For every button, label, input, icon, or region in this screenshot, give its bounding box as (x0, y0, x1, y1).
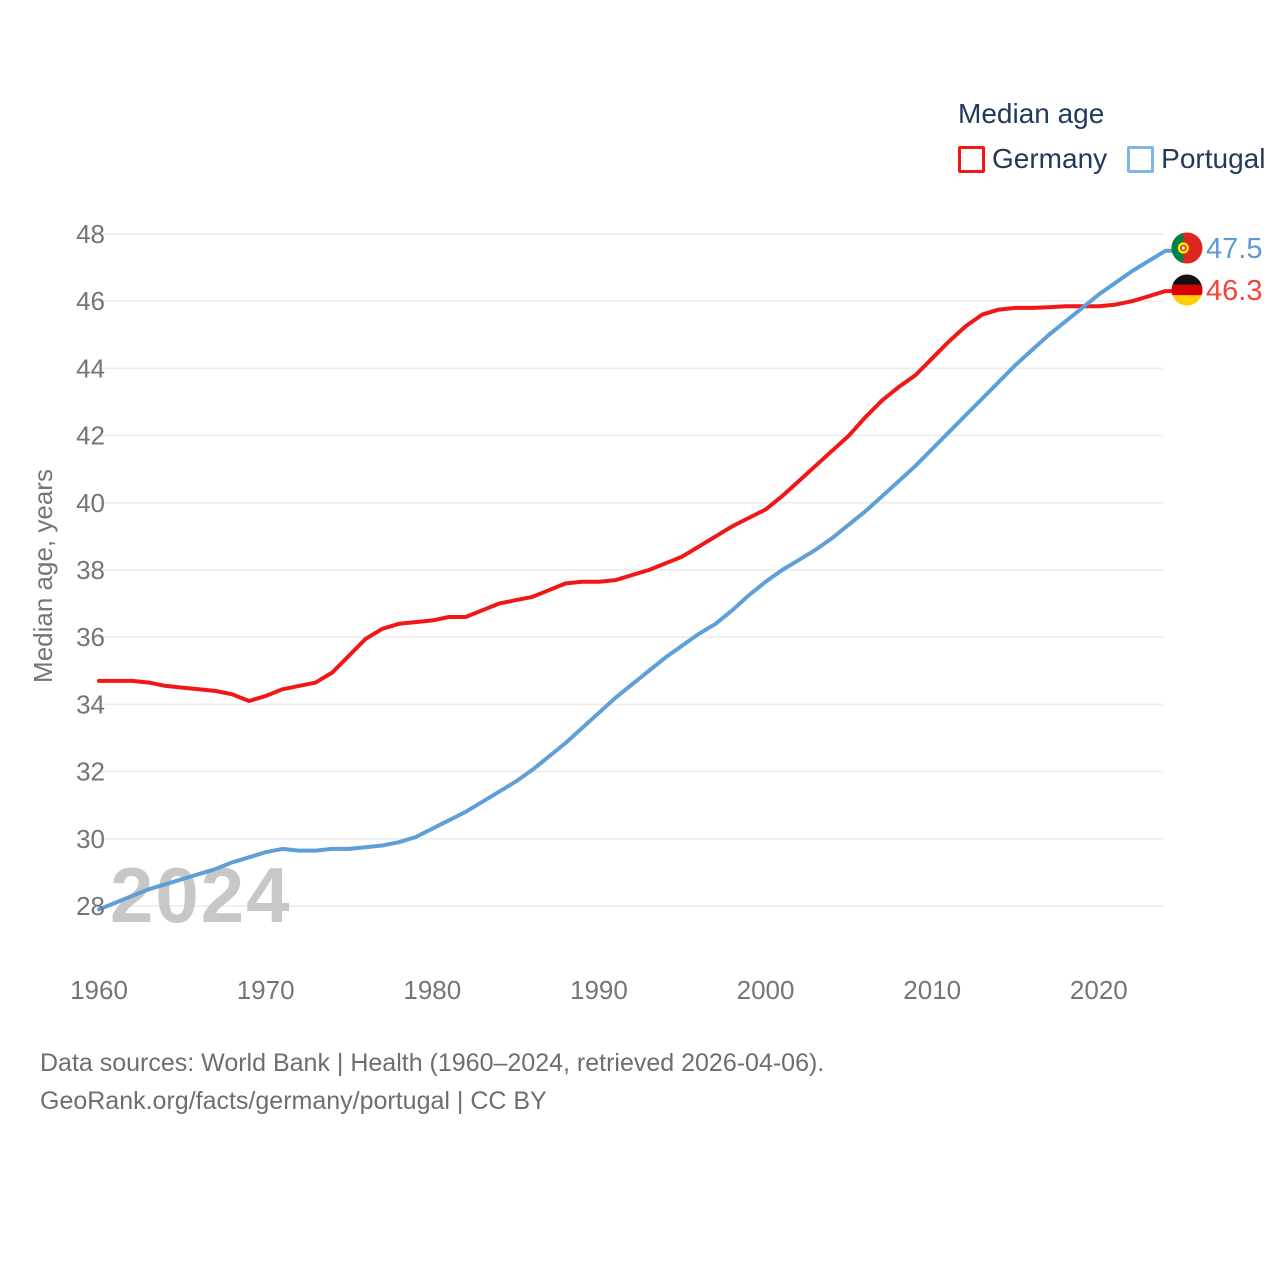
x-tick-label: 2020 (1070, 975, 1128, 1005)
x-tick-label: 1960 (70, 975, 128, 1005)
legend: Median age Germany Portugal (958, 98, 1265, 175)
y-tick-label: 30 (76, 824, 105, 854)
germany-swatch-icon (958, 145, 985, 173)
axis-tick-labels: 48 46 44 42 40 38 36 34 32 30 28 1960 1970 1980 1990 20… (70, 219, 1128, 1005)
flag-icons (1171, 232, 1203, 306)
x-tick-label: 2000 (737, 975, 795, 1005)
germany-line (97, 289, 1174, 703)
legend-row: Germany Portugal (958, 143, 1265, 175)
portugal-line (97, 248, 1174, 912)
y-tick-label: 40 (76, 488, 105, 518)
data-sources-line: Data sources: World Bank | Health (1960–… (40, 1049, 825, 1077)
footer: Data sources: World Bank | Health (1960–… (40, 1044, 824, 1120)
germany-end-value: 46.3 (1206, 275, 1263, 307)
y-tick-label: 48 (76, 219, 105, 249)
portugal-swatch-icon (1127, 145, 1155, 173)
watermark-year: 2024 (110, 851, 292, 939)
legend-label-germany: Germany (992, 143, 1108, 174)
portugal-end-value: 47.5 (1206, 233, 1263, 265)
legend-label-portugal: Portugal (1161, 143, 1266, 174)
y-tick-label: 46 (76, 286, 105, 316)
attribution-line: GeoRank.org/facts/germany/portugal | CC … (40, 1087, 547, 1115)
x-tick-label: 1980 (403, 975, 461, 1005)
x-tick-label: 2010 (903, 975, 961, 1005)
y-tick-label: 32 (76, 757, 105, 787)
series-lines (97, 248, 1174, 912)
y-tick-label: 44 (76, 353, 105, 383)
portugal-flag-icon (1171, 232, 1203, 264)
gridlines (99, 233, 1163, 907)
x-tick-label: 1970 (237, 975, 295, 1005)
y-axis-title: Median age, years (28, 469, 58, 683)
y-tick-label: 42 (76, 421, 105, 451)
legend-item-germany[interactable]: Germany (958, 143, 1107, 175)
germany-flag-icon (1171, 274, 1203, 306)
y-tick-label: 28 (76, 891, 105, 921)
y-tick-label: 34 (76, 689, 105, 719)
y-tick-label: 36 (76, 622, 105, 652)
legend-title: Median age (958, 98, 1105, 129)
legend-item-portugal[interactable]: Portugal (1127, 143, 1265, 175)
y-tick-label: 38 (76, 555, 105, 585)
x-tick-label: 1990 (570, 975, 628, 1005)
